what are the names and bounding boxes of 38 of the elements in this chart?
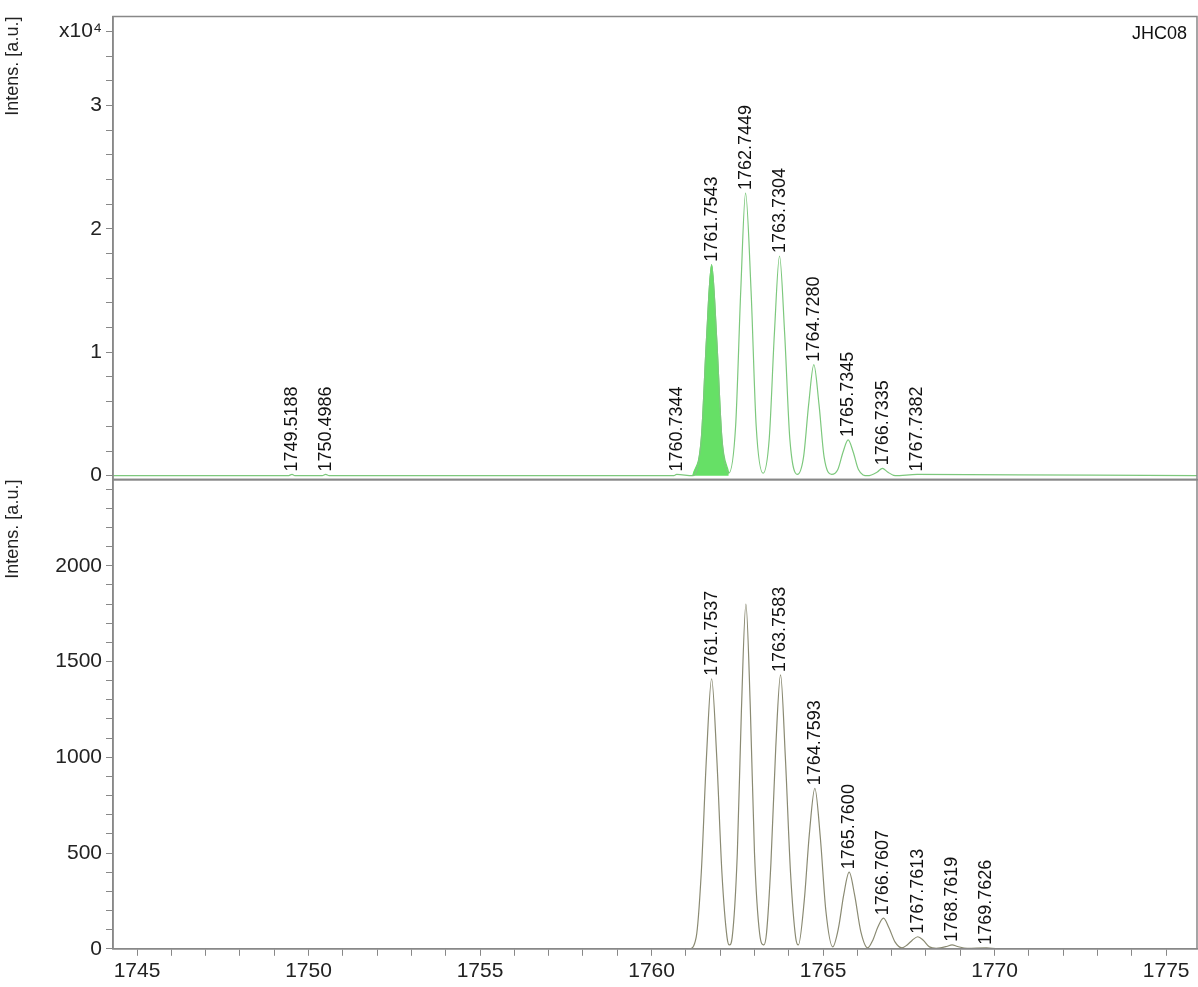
annotation: 1761.7543: [700, 176, 721, 262]
y-axis-title: Intens. [a.u.]: [1, 479, 22, 579]
y-tick-label: 1500: [55, 648, 102, 672]
y-tick-label: x10⁴: [59, 18, 102, 42]
y-axis-title: Intens. [a.u.]: [1, 16, 22, 116]
chart-title: JHC08: [1131, 22, 1187, 43]
annotation: 1766.7607: [872, 830, 893, 916]
annotation: 1764.7280: [802, 276, 823, 362]
x-tick-label: 1750: [285, 958, 332, 982]
x-tick-label: 1755: [456, 958, 504, 982]
annotation: 1769.7626: [975, 859, 996, 945]
y-tick-label: 500: [66, 839, 102, 863]
annotation: 1749.5188: [280, 386, 301, 472]
x-tick-label: 1770: [971, 958, 1018, 982]
y-tick-label: 1: [90, 339, 102, 363]
annotation: 1761.7537: [700, 590, 721, 676]
annotation: 1763.7304: [768, 167, 789, 254]
annotation: 1764.7593: [803, 700, 824, 786]
y-tick-label: 0: [90, 935, 102, 959]
annotation: 1767.7382: [905, 386, 926, 472]
annotation: 1750.4986: [314, 386, 335, 472]
annotation: 1762.7449: [734, 104, 755, 191]
y-tick-label: 1000: [55, 744, 102, 768]
x-tick-label: 1760: [628, 958, 675, 982]
y-tick-label: 2000: [55, 552, 102, 576]
annotation: 1767.7613: [906, 848, 927, 934]
annotation: 1765.7345: [837, 351, 858, 437]
annotation: 1760.7344: [665, 386, 686, 472]
y-tick-label: 3: [90, 92, 102, 116]
x-tick-label: 1765: [799, 958, 847, 982]
y-tick-label: 0: [90, 462, 102, 486]
x-tick-label: 1745: [113, 958, 161, 982]
annotation: 1766.7335: [871, 380, 892, 466]
annotation: 1763.7583: [769, 586, 790, 672]
y-tick-label: 2: [90, 215, 102, 239]
x-tick-label: 1775: [1142, 958, 1190, 982]
annotation: 1768.7619: [941, 856, 962, 942]
annotation: 1765.7600: [838, 784, 859, 870]
